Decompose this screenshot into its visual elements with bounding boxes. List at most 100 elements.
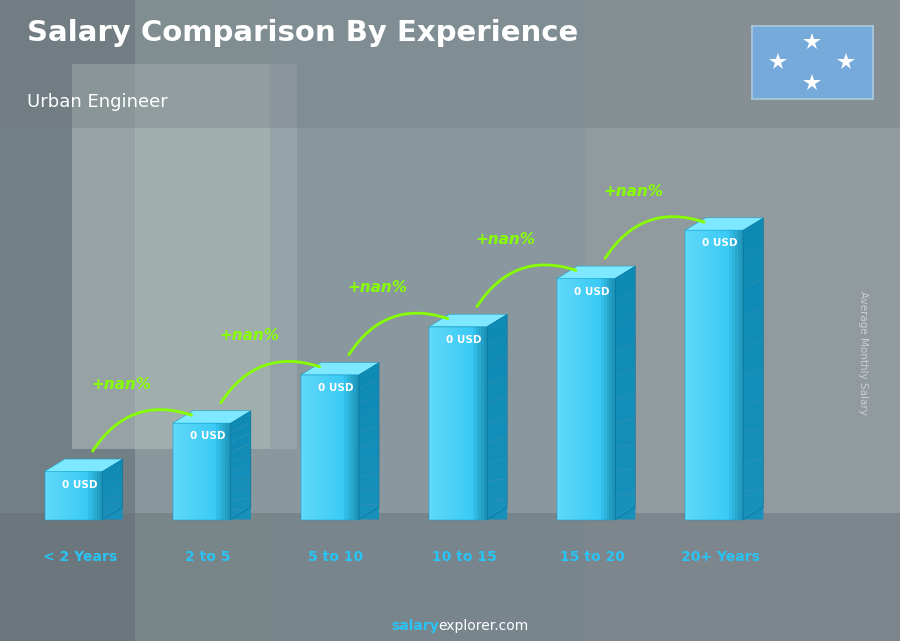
- Polygon shape: [194, 423, 197, 520]
- Polygon shape: [435, 326, 439, 520]
- Polygon shape: [319, 375, 322, 520]
- Polygon shape: [94, 471, 98, 520]
- Text: 2 to 5: 2 to 5: [185, 550, 230, 564]
- Polygon shape: [607, 278, 610, 520]
- Polygon shape: [330, 375, 334, 520]
- Polygon shape: [453, 326, 456, 520]
- Polygon shape: [743, 399, 763, 433]
- Polygon shape: [301, 363, 379, 375]
- Polygon shape: [464, 326, 468, 520]
- Polygon shape: [487, 458, 508, 481]
- Text: 0 USD: 0 USD: [446, 335, 482, 345]
- Polygon shape: [103, 483, 122, 495]
- Text: +nan%: +nan%: [476, 232, 536, 247]
- Polygon shape: [694, 230, 698, 520]
- Polygon shape: [59, 471, 63, 520]
- Polygon shape: [743, 248, 763, 288]
- Polygon shape: [563, 278, 567, 520]
- Polygon shape: [732, 230, 736, 520]
- Polygon shape: [53, 471, 58, 520]
- Polygon shape: [743, 429, 763, 462]
- Polygon shape: [487, 396, 508, 423]
- Polygon shape: [470, 326, 473, 520]
- Polygon shape: [616, 367, 635, 399]
- Polygon shape: [743, 218, 763, 259]
- Polygon shape: [230, 444, 251, 462]
- Polygon shape: [586, 278, 590, 520]
- Polygon shape: [342, 375, 346, 520]
- Polygon shape: [616, 444, 635, 471]
- Polygon shape: [353, 375, 357, 520]
- Polygon shape: [316, 375, 320, 520]
- Polygon shape: [103, 508, 122, 515]
- Polygon shape: [601, 278, 605, 520]
- Polygon shape: [333, 375, 337, 520]
- Polygon shape: [103, 513, 122, 520]
- Text: Average Monthly Salary: Average Monthly Salary: [859, 290, 868, 415]
- Polygon shape: [616, 494, 635, 520]
- Polygon shape: [68, 471, 72, 520]
- Polygon shape: [205, 423, 209, 520]
- Polygon shape: [743, 278, 763, 317]
- Polygon shape: [222, 423, 226, 520]
- Polygon shape: [723, 230, 727, 520]
- Polygon shape: [432, 326, 436, 520]
- Polygon shape: [301, 375, 305, 520]
- Polygon shape: [76, 471, 81, 520]
- Polygon shape: [616, 292, 635, 326]
- Polygon shape: [691, 230, 696, 520]
- Polygon shape: [173, 411, 251, 423]
- Polygon shape: [703, 230, 706, 520]
- Text: 0 USD: 0 USD: [702, 238, 738, 249]
- Polygon shape: [228, 423, 232, 520]
- Polygon shape: [103, 489, 122, 500]
- Polygon shape: [595, 278, 599, 520]
- Polygon shape: [557, 266, 635, 278]
- Polygon shape: [359, 426, 379, 447]
- Polygon shape: [184, 423, 188, 520]
- Polygon shape: [345, 375, 348, 520]
- Polygon shape: [743, 369, 763, 404]
- Polygon shape: [321, 375, 325, 520]
- Polygon shape: [487, 437, 508, 462]
- Polygon shape: [230, 498, 251, 510]
- Polygon shape: [715, 230, 718, 520]
- Polygon shape: [359, 488, 379, 505]
- Polygon shape: [566, 278, 570, 520]
- Polygon shape: [616, 342, 635, 375]
- Polygon shape: [187, 423, 192, 520]
- Polygon shape: [182, 423, 185, 520]
- Polygon shape: [230, 433, 251, 452]
- Polygon shape: [487, 314, 508, 346]
- Polygon shape: [590, 278, 593, 520]
- Polygon shape: [356, 375, 360, 520]
- Polygon shape: [307, 375, 310, 520]
- Polygon shape: [91, 471, 95, 520]
- Polygon shape: [336, 375, 340, 520]
- Polygon shape: [88, 471, 92, 520]
- Polygon shape: [697, 230, 701, 520]
- Polygon shape: [479, 326, 482, 520]
- Polygon shape: [743, 338, 763, 375]
- Text: +nan%: +nan%: [604, 183, 664, 199]
- Polygon shape: [444, 326, 447, 520]
- Polygon shape: [230, 454, 251, 471]
- Polygon shape: [312, 375, 317, 520]
- Polygon shape: [230, 411, 251, 433]
- Polygon shape: [455, 326, 459, 520]
- Polygon shape: [225, 423, 229, 520]
- FancyArrowPatch shape: [477, 265, 576, 306]
- Polygon shape: [347, 375, 351, 520]
- Polygon shape: [100, 471, 104, 520]
- Polygon shape: [458, 326, 463, 520]
- Polygon shape: [199, 423, 203, 520]
- Polygon shape: [202, 423, 206, 520]
- Polygon shape: [616, 317, 635, 351]
- Polygon shape: [686, 230, 689, 520]
- Polygon shape: [487, 417, 508, 442]
- Polygon shape: [688, 230, 692, 520]
- Polygon shape: [230, 487, 251, 500]
- Polygon shape: [230, 422, 251, 442]
- Polygon shape: [79, 471, 84, 520]
- Polygon shape: [338, 375, 343, 520]
